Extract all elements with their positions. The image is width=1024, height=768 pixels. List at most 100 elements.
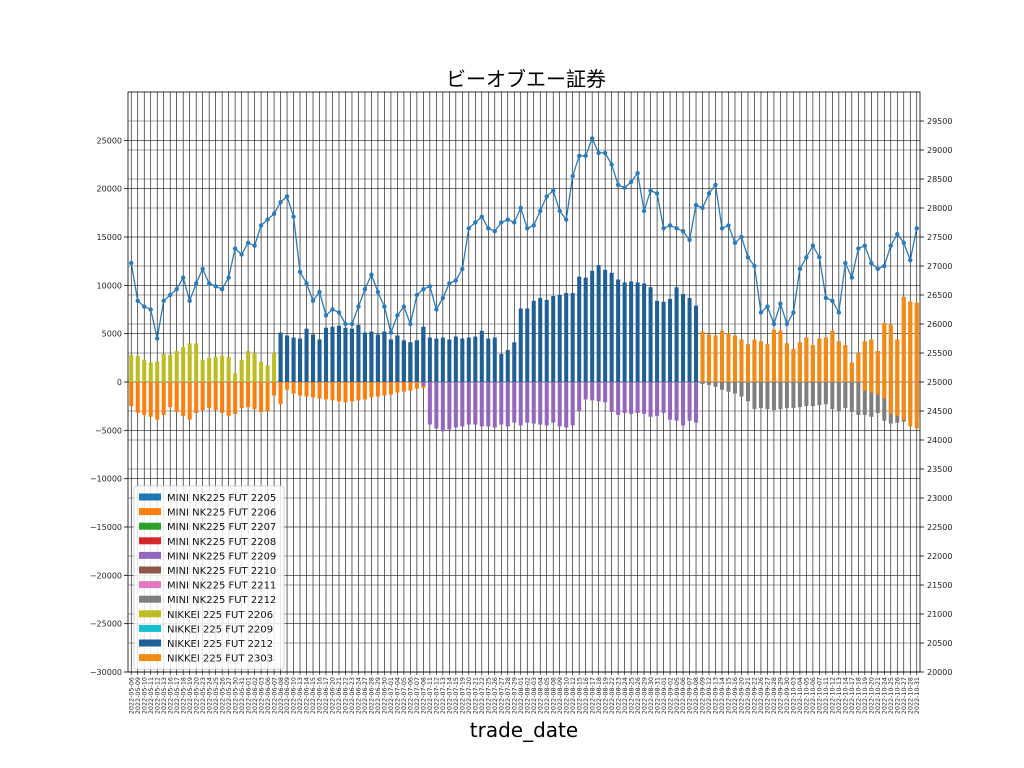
x-tick-label: 2022-08-30 [647,677,655,714]
bar-negative [460,382,465,427]
bar-negative [843,382,848,409]
bar-positive [317,339,322,382]
x-tick-label: 2022-05-25 [212,677,220,714]
bar-negative [778,382,783,410]
x-tick-label: 2022-07-21 [472,677,480,714]
price-point [563,217,569,222]
bar-negative [797,382,802,408]
bar-negative [246,382,251,408]
price-point [914,226,919,231]
y2-tick-label: 27500 [927,233,952,242]
bar-positive [427,337,432,382]
chart-title: ビーオブエー証券 [446,67,606,91]
x-tick-label: 2022-08-18 [595,677,603,714]
price-point [804,255,809,260]
price-point [648,188,653,193]
bar-positive [538,297,543,382]
legend-swatch [139,493,161,501]
bar-negative [168,382,173,408]
y2-tick-label: 25000 [927,378,952,387]
price-point [226,275,231,280]
y-tick-label: −20000 [90,571,122,580]
x-tick-label: 2022-05-18 [179,677,187,714]
x-tick-label: 2022-06-20 [329,677,337,714]
bar-positive [674,287,679,382]
price-point [739,234,744,240]
x-tick-label: 2022-09-22 [751,677,759,714]
bar-negative [187,382,192,420]
bar-positive [343,327,348,382]
bar-positive [311,334,316,382]
bar-positive [135,355,140,382]
y2-tick-label: 29500 [927,117,952,126]
bar-positive [174,351,179,382]
x-tick-label: 2022-05-30 [231,677,239,714]
x-tick-label: 2022-07-26 [491,677,499,714]
bar-negative [661,382,666,413]
y2-tick-label: 23500 [927,465,952,474]
x-tick-label: 2022-08-26 [634,677,642,714]
price-point [486,226,491,231]
bar-negative [388,382,393,395]
bar-negative [440,382,445,432]
bar-positive [570,293,575,382]
x-tick-label: 2022-07-04 [394,677,402,714]
bar-positive [707,334,712,382]
legend-label: MINI NK225 FUT 2210 [167,566,276,577]
x-tick-label: 2022-10-11 [822,677,830,714]
y2-tick-label: 22000 [927,552,952,561]
bar-positive [732,335,737,382]
bar-positive [161,353,166,382]
price-point [395,313,400,318]
bar-positive [362,332,367,382]
bar-negative [564,382,569,428]
x-tick-label: 2022-09-26 [757,677,765,714]
bar-negative [447,382,452,430]
bar-positive [804,337,809,382]
bar-positive [719,330,725,382]
bar-positive [564,293,569,382]
x-tick-label: 2022-06-14 [303,677,311,714]
x-tick-label: 2022-05-19 [186,677,194,714]
y2-tick-label: 20000 [927,668,952,677]
bar-positive [421,326,426,382]
price-point [908,258,913,263]
y2-tick-label: 23000 [927,494,952,503]
x-tick-label: 2022-09-16 [731,677,739,714]
price-point [765,304,770,309]
x-tick-label: 2022-09-15 [725,677,733,714]
y-tick-label: −10000 [90,475,122,484]
x-tick-label: 2022-08-12 [569,677,577,714]
legend: MINI NK225 FUT 2205 MINI NK225 FUT 2206 MI… [133,485,285,670]
price-point [745,255,751,260]
price-point [245,240,251,245]
bar-positive [869,339,874,382]
y2-tick-label: 22500 [927,523,952,532]
x-tick-label: 2022-07-08 [420,677,428,714]
x-tick-label: 2022-07-15 [452,677,460,714]
price-point [700,205,705,211]
bar-positive [603,269,608,382]
x-tick-label: 2022-09-01 [660,677,668,714]
price-point [142,304,147,309]
bar-series-group [129,265,919,432]
bar-positive [583,277,588,382]
price-point [661,226,666,231]
bar-negative [505,382,510,427]
price-point [719,226,725,231]
price-point [674,226,679,231]
bar-negative [882,382,887,399]
x-tick-label: 2022-05-12 [153,677,161,714]
price-point [499,220,504,225]
bar-positive [265,365,270,382]
bar-negative [603,382,608,403]
legend-label: MINI NK225 FUT 2207 [167,522,276,533]
bar-negative [544,382,549,426]
bar-negative [726,382,731,392]
price-point [895,231,900,237]
x-tick-label: 2022-10-13 [835,677,843,714]
x-tick-label: 2022-06-01 [244,677,252,714]
price-point [525,226,530,231]
x-tick-label: 2022-08-15 [575,677,583,714]
bar-negative [343,382,348,403]
